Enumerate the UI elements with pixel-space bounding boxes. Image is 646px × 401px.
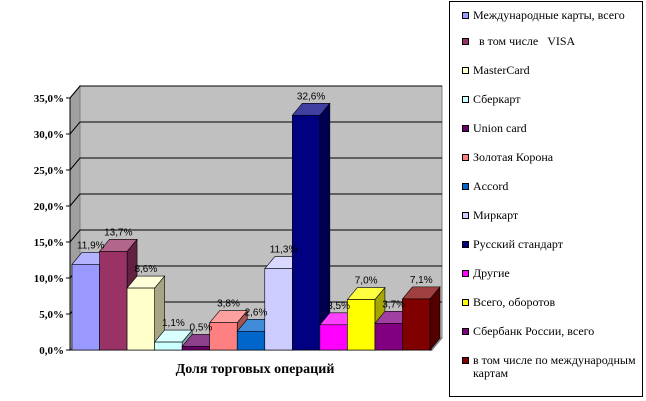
bar-front bbox=[347, 299, 376, 351]
legend-swatch bbox=[462, 241, 469, 248]
legend-label: Union card bbox=[473, 121, 527, 135]
bar bbox=[291, 102, 331, 351]
bar-front bbox=[374, 323, 403, 351]
legend-label: в том числе по международным картам bbox=[473, 353, 639, 380]
legend-label: Всего, оборотов bbox=[473, 295, 556, 309]
data-label: 32,6% bbox=[297, 91, 325, 102]
data-label: 3,7% bbox=[382, 299, 405, 310]
bar-front bbox=[99, 251, 128, 351]
y-tick-label: 20,0% bbox=[34, 201, 64, 213]
bar-front bbox=[264, 268, 293, 351]
legend-label: Другие bbox=[473, 266, 510, 280]
legend-swatch bbox=[462, 125, 469, 132]
data-label: 7,1% bbox=[410, 275, 433, 286]
legend-label: Международные карты, всего bbox=[473, 8, 625, 22]
data-label: 3,5% bbox=[327, 301, 350, 312]
legend-label: MasterCard bbox=[473, 63, 530, 77]
legend-swatch bbox=[462, 212, 469, 219]
bar-front bbox=[236, 330, 266, 351]
bar-front bbox=[319, 324, 348, 351]
bar bbox=[401, 286, 441, 351]
legend-swatch bbox=[462, 270, 469, 277]
data-label: 13,7% bbox=[104, 227, 132, 238]
legend-swatch bbox=[462, 67, 469, 74]
bar-front bbox=[154, 341, 183, 351]
chart-legend: Международные карты, всего в том числе V… bbox=[449, 1, 643, 397]
bar bbox=[126, 275, 166, 351]
bar-front bbox=[126, 287, 155, 351]
data-label: 0,5% bbox=[190, 322, 213, 333]
legend-label: Сбербанк России, всего bbox=[473, 324, 595, 338]
legend-label: Русский стандарт bbox=[473, 237, 563, 251]
data-label: 2,6% bbox=[245, 307, 268, 318]
gridline bbox=[69, 85, 442, 99]
bar-front bbox=[181, 346, 210, 351]
bar-side bbox=[319, 102, 331, 351]
data-label: 8,6% bbox=[134, 264, 157, 275]
y-tick-label: 15,0% bbox=[34, 237, 64, 249]
legend-label: Миркарт bbox=[473, 208, 519, 222]
y-tick-label: 10,0% bbox=[34, 273, 64, 285]
legend-swatch bbox=[462, 38, 469, 45]
bar-front bbox=[71, 264, 100, 351]
y-tick-label: 35,0% bbox=[34, 93, 64, 105]
legend-label: Золотая Корона bbox=[473, 150, 554, 164]
y-tick-label: 25,0% bbox=[34, 165, 64, 177]
data-label: 3,8% bbox=[217, 299, 240, 310]
legend-swatch bbox=[462, 12, 469, 19]
legend-swatch bbox=[462, 96, 469, 103]
legend-swatch bbox=[462, 299, 469, 306]
legend-label: Сберкарт bbox=[473, 92, 521, 106]
data-label: 1,1% bbox=[162, 318, 185, 329]
y-tick-label: 30,0% bbox=[34, 129, 64, 141]
data-label: 11,9% bbox=[77, 240, 105, 251]
legend-swatch bbox=[462, 154, 469, 161]
bar-front bbox=[209, 322, 238, 351]
legend-swatch bbox=[462, 357, 469, 364]
legend-label: Accord bbox=[473, 179, 509, 193]
data-label: 11,3% bbox=[270, 245, 298, 256]
data-label: 7,0% bbox=[355, 276, 378, 287]
legend-label: в том числе VISA bbox=[473, 34, 576, 48]
bar-front bbox=[402, 298, 431, 351]
x-axis-label: Доля торговых операций bbox=[176, 362, 335, 377]
y-tick-label: 5,0% bbox=[39, 309, 64, 321]
y-tick-label: 0,0% bbox=[39, 345, 64, 357]
bar-front bbox=[292, 114, 321, 351]
legend-swatch bbox=[462, 183, 469, 190]
legend-swatch bbox=[462, 328, 469, 335]
